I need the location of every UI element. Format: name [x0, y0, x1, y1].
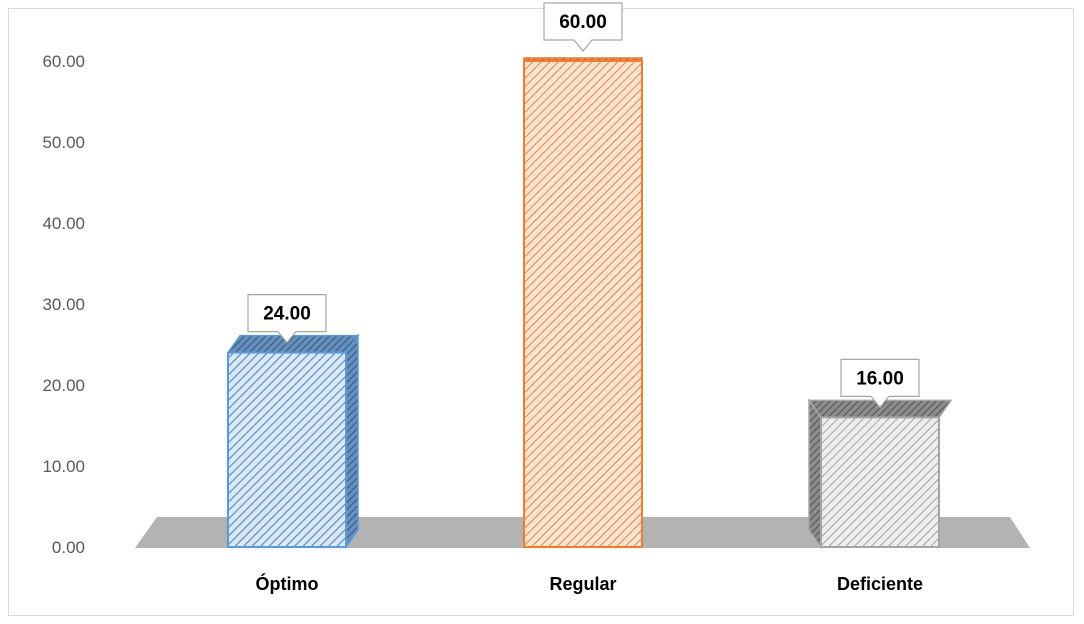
bar-top-face [226, 334, 360, 354]
category-label: Deficiente [837, 574, 923, 594]
y-tick-label: 50.00 [42, 133, 85, 152]
y-tick-label: 30.00 [42, 295, 85, 314]
data-label-callout: 24.00 [247, 294, 327, 344]
category-label: Óptimo [256, 573, 319, 594]
bar-0 [226, 333, 360, 550]
bar-front-face [820, 416, 940, 548]
data-label-callout: 16.00 [840, 358, 920, 409]
bar-front-face [227, 351, 347, 548]
y-tick-label: 10.00 [42, 457, 85, 476]
data-label: 16.00 [856, 368, 904, 389]
bar-side-face [345, 333, 359, 550]
data-label: 24.00 [263, 304, 311, 325]
data-label-box [543, 2, 623, 52]
data-label: 60.00 [559, 12, 607, 33]
y-tick-label: 0.00 [52, 538, 85, 557]
data-label-box [247, 294, 327, 344]
category-label: Regular [549, 574, 616, 594]
bar-side-face [808, 398, 822, 550]
bar-front-face [523, 60, 643, 548]
data-label-callout: 60.00 [543, 2, 623, 52]
y-tick-label: 60.00 [42, 52, 85, 71]
bar-1 [523, 57, 643, 548]
bar-2 [807, 398, 953, 550]
y-tick-label: 40.00 [42, 214, 85, 233]
y-tick-label: 20.00 [42, 376, 85, 395]
data-label-box [840, 358, 920, 409]
